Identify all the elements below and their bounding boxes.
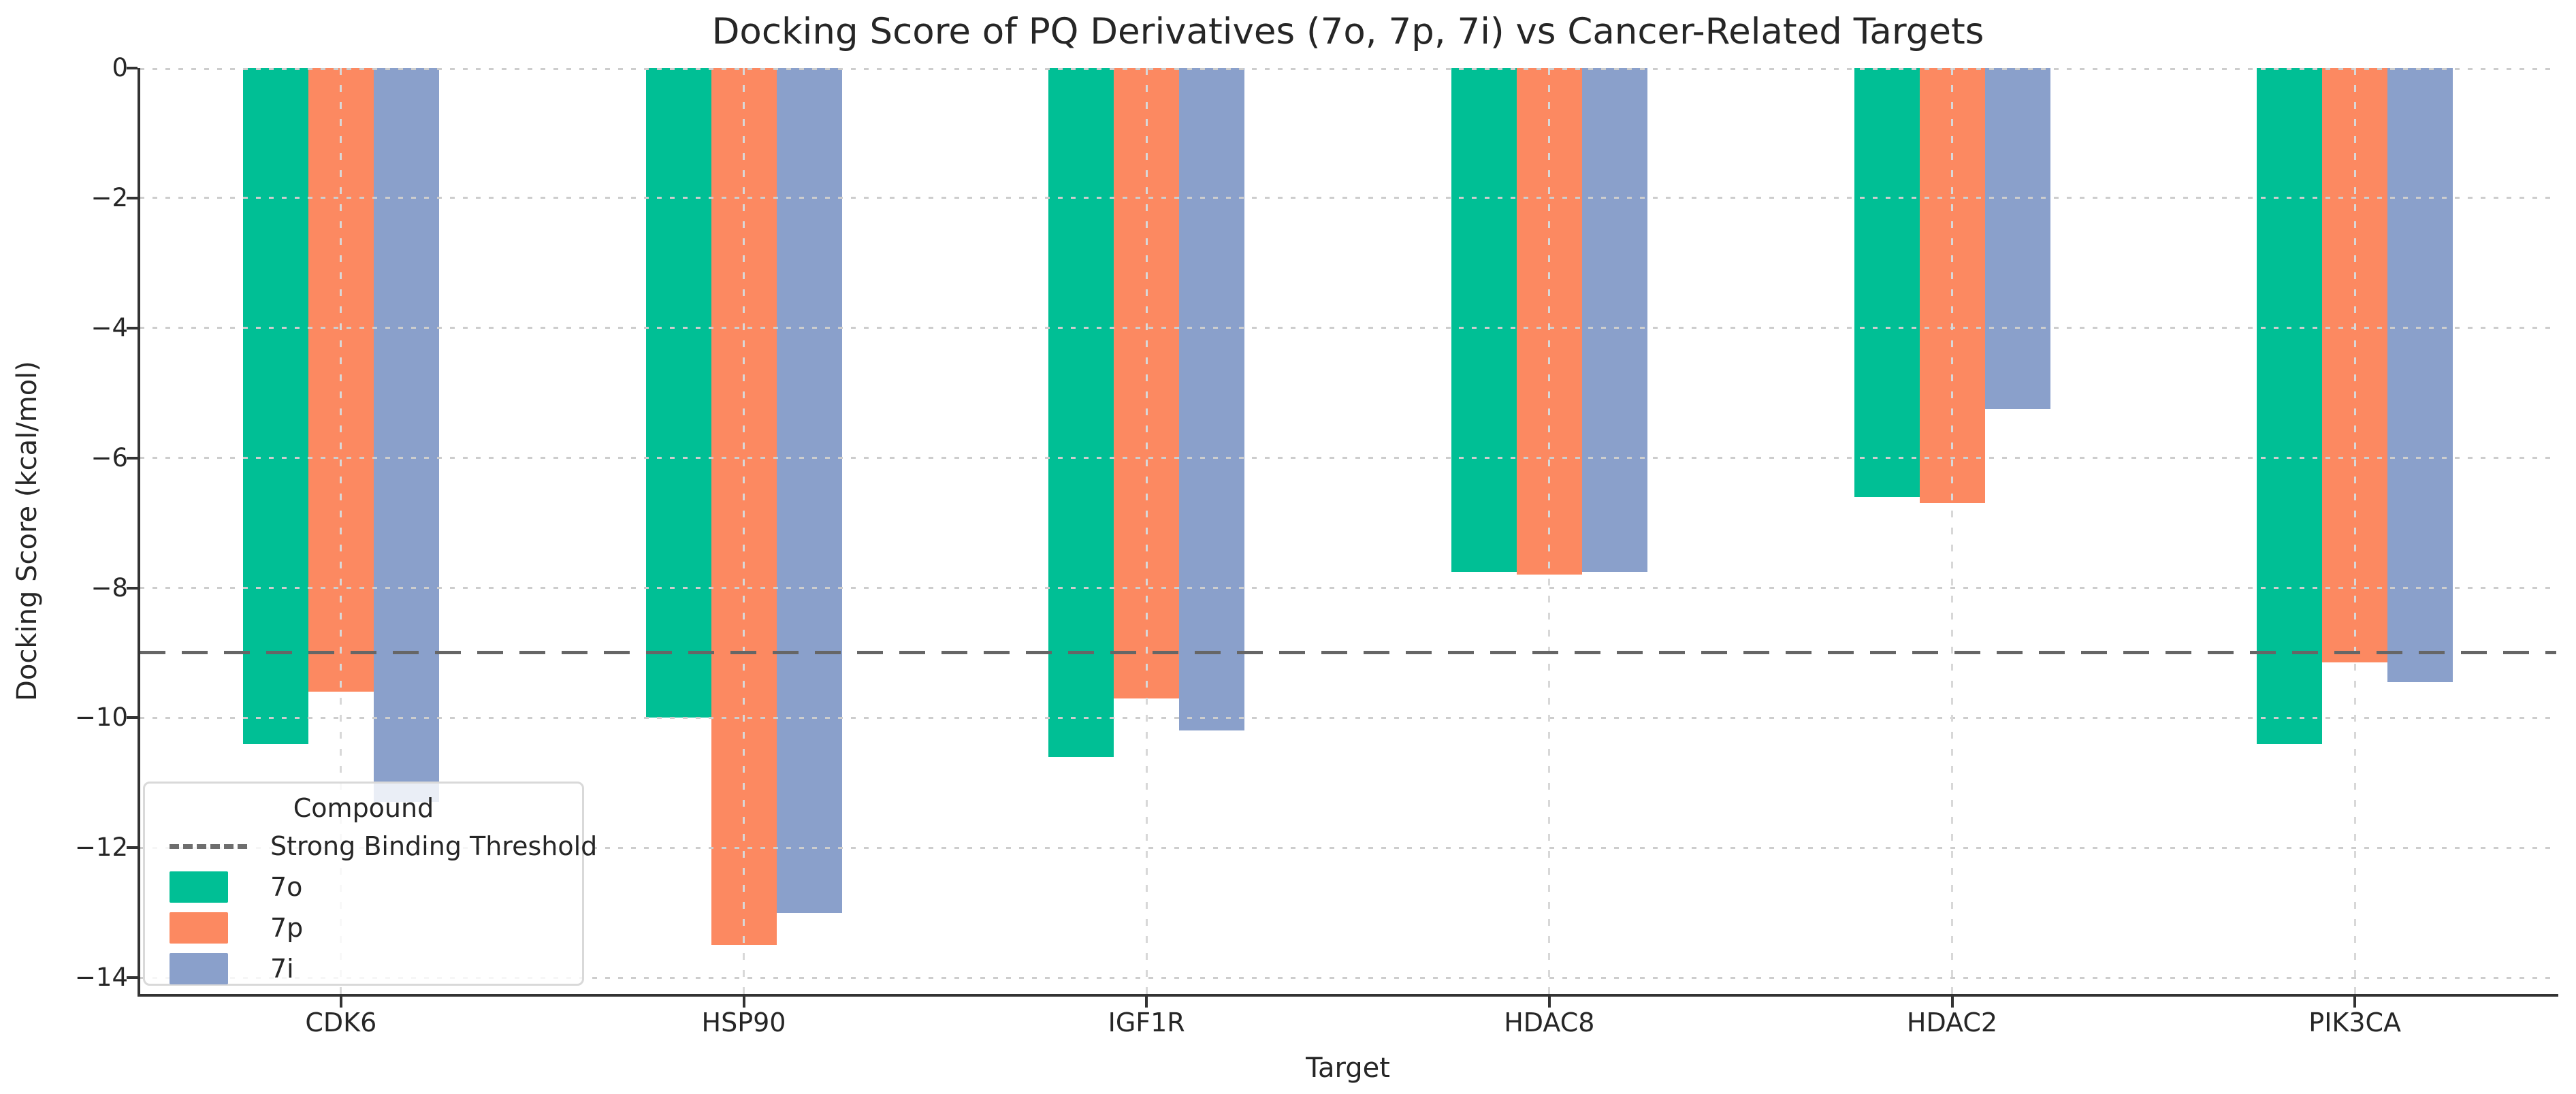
x-axis-spine — [138, 994, 2558, 997]
bar-7o-CDK6 — [242, 68, 308, 744]
swatch-7o — [170, 871, 228, 903]
bar-7o-HDAC2 — [1854, 68, 1920, 497]
gridline-y--10 — [140, 716, 2556, 719]
bar-7i-IGF1R — [1179, 68, 1245, 731]
gridline-x-CDK6 — [340, 68, 342, 994]
legend-label: 7p — [270, 913, 304, 943]
y-tick-label: −10 — [74, 703, 128, 733]
chart-title: Docking Score of PQ Derivatives (7o, 7p,… — [711, 11, 1984, 52]
x-tick — [1547, 997, 1551, 1008]
legend: Compound Strong Binding Threshold 7o 7p 7i — [143, 782, 597, 989]
color-swatch — [170, 912, 251, 944]
x-tick — [742, 997, 745, 1008]
y-tick-label: −12 — [74, 833, 128, 863]
bar-7i-PIK3CA — [2387, 68, 2453, 682]
swatch-7i — [170, 953, 228, 984]
bar-7o-PIK3CA — [2257, 68, 2323, 744]
bar-7i-HSP90 — [776, 68, 842, 913]
swatch-7p — [170, 912, 228, 944]
gridline-y-0 — [140, 68, 2556, 70]
x-tick — [1950, 997, 1954, 1008]
legend-label: 7i — [270, 954, 294, 984]
bar-7i-CDK6 — [373, 68, 439, 803]
gridline-y--4 — [140, 327, 2556, 329]
bar-7i-HDAC8 — [1581, 68, 1647, 572]
gridline-x-IGF1R — [1145, 68, 1148, 994]
x-tick-label-IGF1R: IGF1R — [1108, 1008, 1185, 1037]
color-swatch — [170, 871, 251, 903]
gridline-y--8 — [140, 587, 2556, 589]
y-axis-label: Docking Score (kcal/mol) — [12, 361, 43, 701]
legend-label: Strong Binding Threshold — [270, 831, 598, 861]
bar-7o-HDAC8 — [1451, 68, 1517, 572]
x-tick-label-PIK3CA: PIK3CA — [2308, 1008, 2402, 1037]
bar-7o-IGF1R — [1048, 68, 1114, 757]
legend-entries: Strong Binding Threshold 7o 7p 7i — [145, 826, 597, 989]
x-tick — [1145, 997, 1148, 1008]
gridline-x-HDAC8 — [1548, 68, 1551, 994]
legend-label: 7o — [270, 872, 303, 902]
legend-entry-Strong Binding Threshold: Strong Binding Threshold — [145, 826, 597, 867]
y-tick — [127, 196, 138, 199]
gridline-y--6 — [140, 457, 2556, 460]
bar-7i-HDAC2 — [1984, 68, 2050, 410]
y-tick — [127, 456, 138, 460]
strong-binding-threshold-line — [140, 651, 2556, 655]
x-tick-label-CDK6: CDK6 — [305, 1008, 377, 1037]
y-tick-label: −4 — [91, 312, 128, 342]
gridline-x-HDAC2 — [1951, 68, 1953, 994]
y-tick — [127, 326, 138, 329]
plot-area — [140, 68, 2556, 994]
y-tick-label: 0 — [112, 53, 128, 82]
y-tick — [127, 586, 138, 590]
x-tick-label-HDAC2: HDAC2 — [1906, 1008, 1998, 1037]
gridline-y--14 — [140, 976, 2556, 979]
y-tick — [127, 67, 138, 69]
gridline-y--12 — [140, 846, 2556, 849]
bar-7o-HSP90 — [645, 68, 711, 718]
gridline-x-PIK3CA — [2353, 68, 2356, 994]
x-tick-label-HDAC8: HDAC8 — [1504, 1008, 1595, 1037]
y-tick — [127, 846, 138, 850]
legend-entry-7p: 7p — [145, 907, 582, 948]
y-tick-label: −2 — [91, 182, 128, 212]
y-tick — [127, 976, 138, 980]
y-tick — [127, 716, 138, 720]
x-axis-label: Target — [1306, 1052, 1390, 1084]
legend-title: Compound — [293, 793, 434, 823]
gridline-y--2 — [140, 197, 2556, 199]
x-tick-label-HSP90: HSP90 — [701, 1008, 786, 1037]
x-tick — [339, 997, 342, 1008]
y-axis-spine — [138, 68, 140, 997]
x-tick — [2353, 997, 2357, 1008]
threshold-dash-icon — [170, 843, 247, 849]
y-tick-label: −14 — [74, 963, 128, 993]
y-tick-label: −8 — [91, 573, 128, 602]
legend-entry-7i: 7i — [145, 948, 582, 989]
dashed-line-sample — [170, 843, 251, 849]
gridline-x-HSP90 — [743, 68, 745, 994]
y-tick-label: −6 — [91, 443, 128, 472]
legend-entry-7o: 7o — [145, 867, 582, 907]
color-swatch — [170, 953, 251, 984]
